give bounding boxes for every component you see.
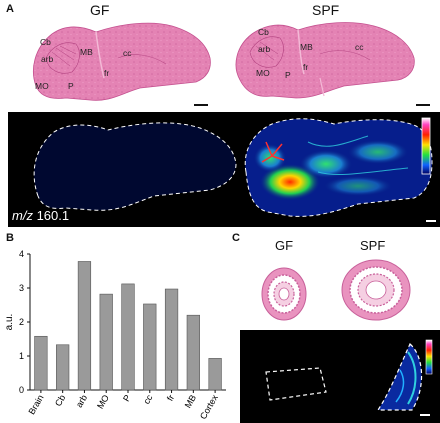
bar-mo	[99, 293, 113, 391]
spf-label-cb: Cb	[258, 27, 269, 37]
y-tick-label: 3	[19, 283, 24, 293]
panel-c-spf-title: SPF	[360, 238, 386, 253]
gf-colon-section	[261, 267, 307, 321]
gf-brain-section	[33, 22, 211, 101]
panel-a-letter: A	[6, 3, 14, 15]
ms-imaging-map	[33, 117, 436, 222]
mz-label: m/z 160.1	[12, 208, 69, 223]
bar-arb	[77, 261, 92, 391]
x-tick-label: Brain	[26, 393, 45, 416]
gf-label-mb: MB	[80, 47, 93, 57]
scale-bar-imaging	[426, 220, 436, 222]
y-tick-label: 1	[19, 351, 24, 361]
bar-cortex	[208, 358, 222, 391]
bar-brain	[34, 335, 48, 391]
y-tick-label: 2	[19, 317, 24, 327]
gf-outline-dashed	[33, 122, 237, 211]
x-tick-label: MO	[95, 393, 111, 411]
panel-b-letter: B	[6, 232, 14, 244]
gf-label-cb: Cb	[40, 37, 51, 47]
y-axis-label: a.u.	[4, 314, 15, 331]
colon-ms-imaging-map	[265, 339, 433, 416]
spf-label-p: P	[285, 70, 291, 80]
ms-imaging-panel: m/z 160.1	[8, 112, 440, 227]
panel-c-letter: C	[232, 232, 240, 244]
x-tick-label: cc	[141, 393, 154, 406]
panel-c-gf-title: GF	[275, 238, 294, 253]
colon-ms-imaging-panel	[240, 330, 440, 423]
gf-label-cc: cc	[123, 48, 132, 58]
gf-title: GF	[90, 2, 110, 18]
spf-label-cc: cc	[355, 42, 364, 52]
mz-prefix: m/z	[12, 208, 33, 223]
spf-label-mb: MB	[300, 42, 313, 52]
bar-fr	[164, 288, 179, 391]
x-tick-label: MB	[183, 393, 198, 410]
spf-label-arb: arb	[258, 44, 271, 54]
gf-label-fr: fr	[104, 68, 109, 78]
y-tick-label: 4	[19, 249, 24, 259]
bar-cc	[143, 303, 157, 391]
scale-bar-spf-histology	[416, 104, 430, 106]
histology-brain-sections: Cb arb MB cc fr MO P Cb arb MB cc fr MO …	[33, 22, 415, 101]
mz-value: 160.1	[36, 208, 70, 223]
spf-brain-section	[235, 22, 415, 99]
x-tick-label: Cb	[53, 393, 67, 408]
spf-label-mo: MO	[256, 68, 270, 78]
spf-colon-outline	[376, 343, 423, 411]
spf-label-fr: fr	[303, 62, 308, 72]
x-tick-label: fr	[165, 393, 176, 403]
colon-scale-bar	[420, 414, 430, 416]
x-tick-label: arb	[74, 393, 89, 409]
y-tick-label: 0	[19, 385, 24, 395]
gf-colon-outline	[265, 367, 327, 401]
gf-label-mo: MO	[35, 81, 49, 91]
gf-label-arb: arb	[41, 54, 54, 64]
colon-histology	[261, 259, 411, 321]
intensity-colorbar	[421, 117, 431, 175]
spf-title: SPF	[312, 2, 340, 18]
x-tick-label: P	[121, 393, 133, 403]
gf-label-p: P	[68, 81, 74, 91]
bar-p	[121, 283, 135, 391]
x-tick-label: Cortex	[198, 393, 220, 421]
bar-cb	[56, 344, 70, 391]
colon-intensity-colorbar	[425, 339, 433, 375]
bar-mb	[186, 314, 200, 391]
scale-bar-gf-histology	[194, 104, 208, 106]
spf-colon-section	[341, 259, 411, 321]
